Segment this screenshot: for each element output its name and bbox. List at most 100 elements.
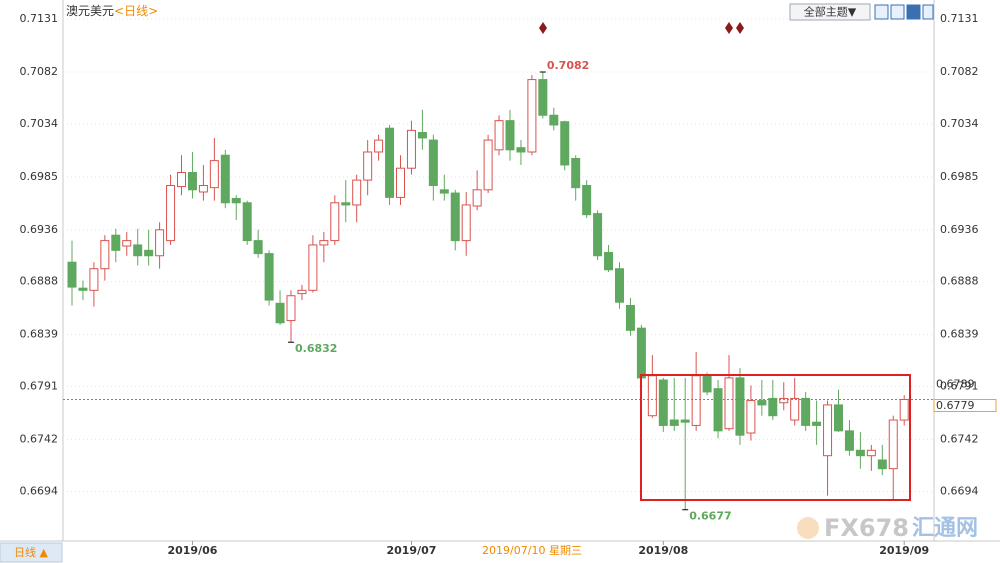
candle-body [494, 120, 504, 151]
y-tick-label: 0.7034 [20, 117, 59, 130]
candle-body [297, 289, 307, 295]
candle-body [538, 79, 548, 116]
candle-body [133, 244, 143, 257]
candle-body [735, 377, 745, 436]
last-price-box [933, 398, 997, 412]
candle-body [615, 268, 624, 303]
candle-body [812, 421, 822, 426]
candle-body [834, 404, 843, 432]
candle-body [417, 132, 427, 139]
candle-body [341, 202, 351, 206]
candle-body [823, 404, 833, 457]
candle-body [439, 189, 449, 194]
candle-body [647, 375, 657, 417]
toolbar-icon[interactable] [906, 4, 921, 20]
candle-body [593, 213, 603, 257]
range-box [640, 374, 911, 501]
candle-body [406, 129, 416, 169]
candle-body [286, 295, 296, 322]
toolbar-icon[interactable] [874, 4, 889, 20]
y-tick-label: 0.6985 [20, 170, 59, 183]
y-tick-label: 0.6791 [20, 380, 59, 393]
y-tick-label-right: 0.6742 [940, 432, 979, 445]
candle-body [155, 229, 165, 257]
candle-body [319, 240, 329, 246]
candle-body [527, 79, 537, 153]
symbol-name: 澳元美元 [66, 4, 114, 18]
period-button-label[interactable]: 日线 ▲ [14, 545, 48, 559]
candle-body [844, 430, 854, 451]
candle-body [253, 240, 263, 255]
candle-body [582, 184, 592, 216]
x-tick-label: 2019/06 [167, 544, 217, 557]
candle-body [209, 160, 219, 189]
y-tick-label-right: 0.7034 [940, 117, 979, 130]
y-tick-label-right: 0.6936 [940, 223, 979, 236]
x-tick-label: 2019/09 [879, 544, 929, 557]
candle-body [658, 379, 668, 426]
plot-area: 0.7131 0.7131 0.7082 0.7082 0.7034 0.7034 0.69… [20, 12, 979, 557]
candle-body [888, 419, 898, 470]
symbol-title: 澳元美元<日线> [66, 4, 158, 18]
event-marker [736, 22, 744, 34]
y-tick-label: 0.6888 [20, 275, 59, 288]
candle-body [461, 204, 471, 242]
candle-body [122, 240, 132, 247]
x-tick-label: 2019/08 [638, 544, 688, 557]
watermark: FX678 汇通网 [797, 514, 978, 542]
candle-body [89, 268, 99, 291]
period-button[interactable] [0, 542, 63, 563]
candle-body [691, 375, 701, 426]
event-markers [539, 22, 744, 34]
candle-body [198, 184, 208, 193]
candle-body [396, 167, 405, 198]
candle-body [571, 157, 581, 189]
candle-body [779, 397, 789, 404]
candle-body [669, 419, 679, 426]
candle-body [472, 189, 482, 207]
candle-body [713, 388, 723, 432]
candle-body [516, 147, 526, 153]
y-tick-label: 0.7082 [20, 65, 59, 78]
candle-body [549, 114, 559, 126]
candle-body [625, 304, 635, 331]
y-tick-label: 0.6839 [20, 328, 59, 341]
candle-body [231, 197, 241, 204]
x-tick-label: 2019/07 [386, 544, 436, 557]
candle-body [220, 154, 230, 204]
candle-body [111, 234, 121, 251]
candle-body [680, 419, 690, 423]
toolbar-icon[interactable] [922, 4, 934, 20]
candle-body [187, 172, 197, 191]
annotation-label: 0.6832 [295, 342, 337, 355]
candle-body [768, 397, 778, 417]
candle-body [330, 202, 340, 242]
watermark-logo [797, 517, 819, 539]
event-marker [539, 22, 547, 34]
y-tick-label-right: 0.7131 [940, 12, 979, 25]
candle-body [702, 375, 712, 393]
y-tick-label-right: 0.6694 [940, 484, 979, 497]
candle-body [264, 253, 274, 301]
theme-button[interactable] [789, 3, 871, 21]
theme-button-label[interactable]: 全部主题▼ [804, 5, 857, 19]
toolbar-icon[interactable] [890, 4, 905, 20]
y-tick-label-right: 0.6791 [940, 380, 979, 393]
candle-body [67, 261, 77, 288]
candle-body [275, 302, 285, 324]
annotation-label: 0.7082 [547, 59, 589, 72]
candle-body [78, 287, 88, 291]
candle-body [100, 240, 110, 270]
candle-body [242, 202, 252, 242]
last-price-tag: 0.6779 [936, 399, 975, 412]
candle-body [899, 398, 909, 421]
candle-body [428, 139, 438, 186]
cursor-date: 2019/07/10 星期三 [482, 544, 582, 557]
candle-body [855, 449, 865, 457]
candle-body [724, 377, 734, 430]
watermark-site: 汇通网 [912, 516, 978, 541]
candle-body [636, 327, 646, 379]
candle-body [877, 459, 887, 470]
candle-body [604, 252, 614, 271]
